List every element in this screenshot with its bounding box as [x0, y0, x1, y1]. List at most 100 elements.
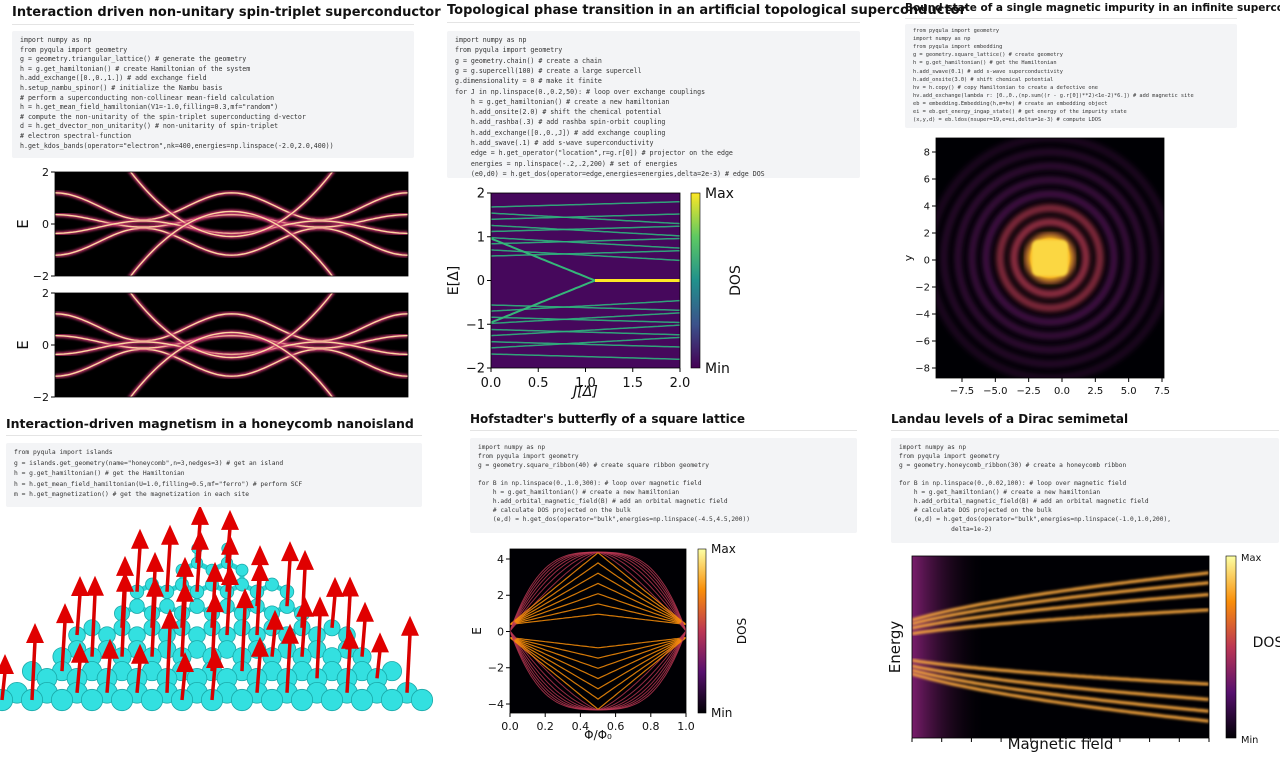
colorbar-min: Min: [1241, 735, 1258, 746]
band: [912, 571, 1209, 622]
arrow-head: [161, 608, 179, 629]
band: [912, 608, 1209, 636]
arrow-head: [206, 561, 224, 582]
plot-image: [55, 293, 408, 397]
arrow-head: [86, 575, 104, 596]
ring: [996, 204, 1104, 312]
colorbar: [690, 192, 701, 369]
arrow-head: [296, 596, 314, 617]
y-tick-label: −8: [915, 364, 930, 375]
atom: [380, 688, 404, 712]
panel-title: Landau levels of a Dirac semimetal: [891, 412, 1279, 431]
code-line: import numpy as np: [899, 444, 967, 451]
atom: [129, 598, 145, 614]
x-axis-label: Φ/Φ₀: [584, 728, 612, 742]
arrow-head: [116, 571, 134, 592]
y-axis-label: E[Δ]: [446, 266, 462, 295]
code-block: import numpy as np from pyqula import geo…: [891, 438, 1279, 543]
arrow-head: [371, 632, 389, 653]
plot-image: [936, 138, 1164, 378]
arrow-shaft: [195, 547, 202, 592]
code-line: for J in np.linspace(0.,0.2,50): # loop …: [455, 87, 706, 96]
band: [491, 213, 680, 221]
arrow-shaft: [30, 640, 37, 701]
band: [912, 672, 1209, 723]
y-tick-label: 0: [42, 218, 49, 231]
arrow-head: [251, 561, 269, 582]
code-line: h.add_exchange([0.,0.,1.]) # add exchang…: [20, 74, 207, 83]
arrow-shaft: [315, 614, 322, 679]
y-tick-label: 2: [42, 287, 49, 300]
arrow-shaft: [105, 656, 112, 693]
y-axis-label: E: [470, 627, 484, 635]
panel-title: Bound state of a single magnetic impurit…: [905, 2, 1280, 19]
code-line: import numpy as np: [20, 36, 92, 44]
code-line: h.add_swave(0.1) # add s-wave supercondu…: [913, 68, 1063, 75]
atom: [410, 688, 434, 712]
band: [55, 192, 408, 221]
arrow-head: [71, 642, 89, 663]
code-line: h = h.get_mean_field_hamiltonian(V1=-1.0…: [20, 103, 279, 112]
atom: [110, 688, 134, 712]
code-line: h = h.get_mean_field_hamiltonian(U=1.0,f…: [14, 480, 303, 488]
code-line: from pyqula import geometry: [913, 28, 1000, 34]
atom: [189, 598, 205, 614]
code-line: g = geometry.square_ribbon(40) # create …: [478, 462, 709, 470]
x-tick-label: 0.4: [572, 720, 590, 733]
atom: [50, 688, 74, 712]
band: [491, 341, 680, 348]
x-tick-label: 1.0: [575, 376, 596, 391]
arrow-shaft: [150, 594, 157, 657]
arrow-head: [71, 576, 89, 597]
arrow-shaft: [240, 606, 247, 672]
x-tick-label: 0.0: [501, 720, 519, 733]
code-block: import numpy as np from pyqula import geo…: [447, 31, 860, 178]
atom: [159, 598, 175, 614]
arrow-shaft: [255, 578, 262, 636]
y-tick-label: 8: [924, 148, 930, 159]
y-tick-label: 6: [924, 175, 930, 186]
band: [491, 250, 680, 257]
code-line: (e,d) = h.get_dos(operator="bulk",energi…: [899, 516, 1171, 524]
code-line: h = g.get_hamiltonian() # create Hamilto…: [20, 64, 251, 73]
code-line: from pyqula import geometry: [478, 453, 579, 461]
code-line: h.add_rashba(.3) # add rashba spin-orbit…: [455, 118, 666, 127]
code-line: # calculate DOS projected on the bulk: [478, 507, 631, 515]
arrow-shaft: [360, 619, 367, 657]
arrow-shaft: [225, 582, 232, 636]
band: [912, 658, 1209, 686]
code-line: import numpy as np: [455, 36, 527, 44]
band: [510, 637, 686, 690]
band: [510, 572, 686, 625]
code-line: g = geometry.square_lattice() # create g…: [913, 52, 1063, 59]
arrow-shaft: [285, 559, 292, 607]
y-tick-label: −2: [33, 270, 49, 283]
x-tick-label: 0.6: [607, 720, 625, 733]
arrow-head: [116, 555, 134, 576]
arrow-shaft: [300, 614, 307, 657]
axes-frame: [935, 137, 1165, 379]
arrow-head: [146, 576, 164, 597]
band: [912, 668, 1209, 713]
band: [491, 324, 680, 337]
colorbar: [1225, 555, 1237, 739]
code-line: import numpy as np: [478, 444, 546, 451]
arrow-head: [0, 654, 14, 674]
band: [491, 316, 680, 324]
band: [510, 637, 686, 649]
code-line: h = g.get_hamiltonian() # create a new h…: [478, 488, 680, 496]
y-tick-label: −2: [488, 662, 504, 675]
ring: [954, 162, 1146, 354]
band: [491, 201, 680, 208]
y-tick-label: −4: [915, 310, 930, 321]
core-square: [1032, 240, 1068, 276]
plot-image: [510, 549, 686, 713]
arrow-shaft: [345, 646, 352, 693]
arrow-head: [26, 623, 44, 643]
atom: [265, 577, 279, 592]
code-line: g = g.supercell(100) # create a large su…: [455, 66, 642, 75]
code-line: for B in np.linspace(0.,1.0,300): # loop…: [478, 479, 702, 487]
band: [129, 172, 334, 238]
arrow-shaft: [135, 546, 142, 592]
arrow-head: [311, 596, 329, 617]
